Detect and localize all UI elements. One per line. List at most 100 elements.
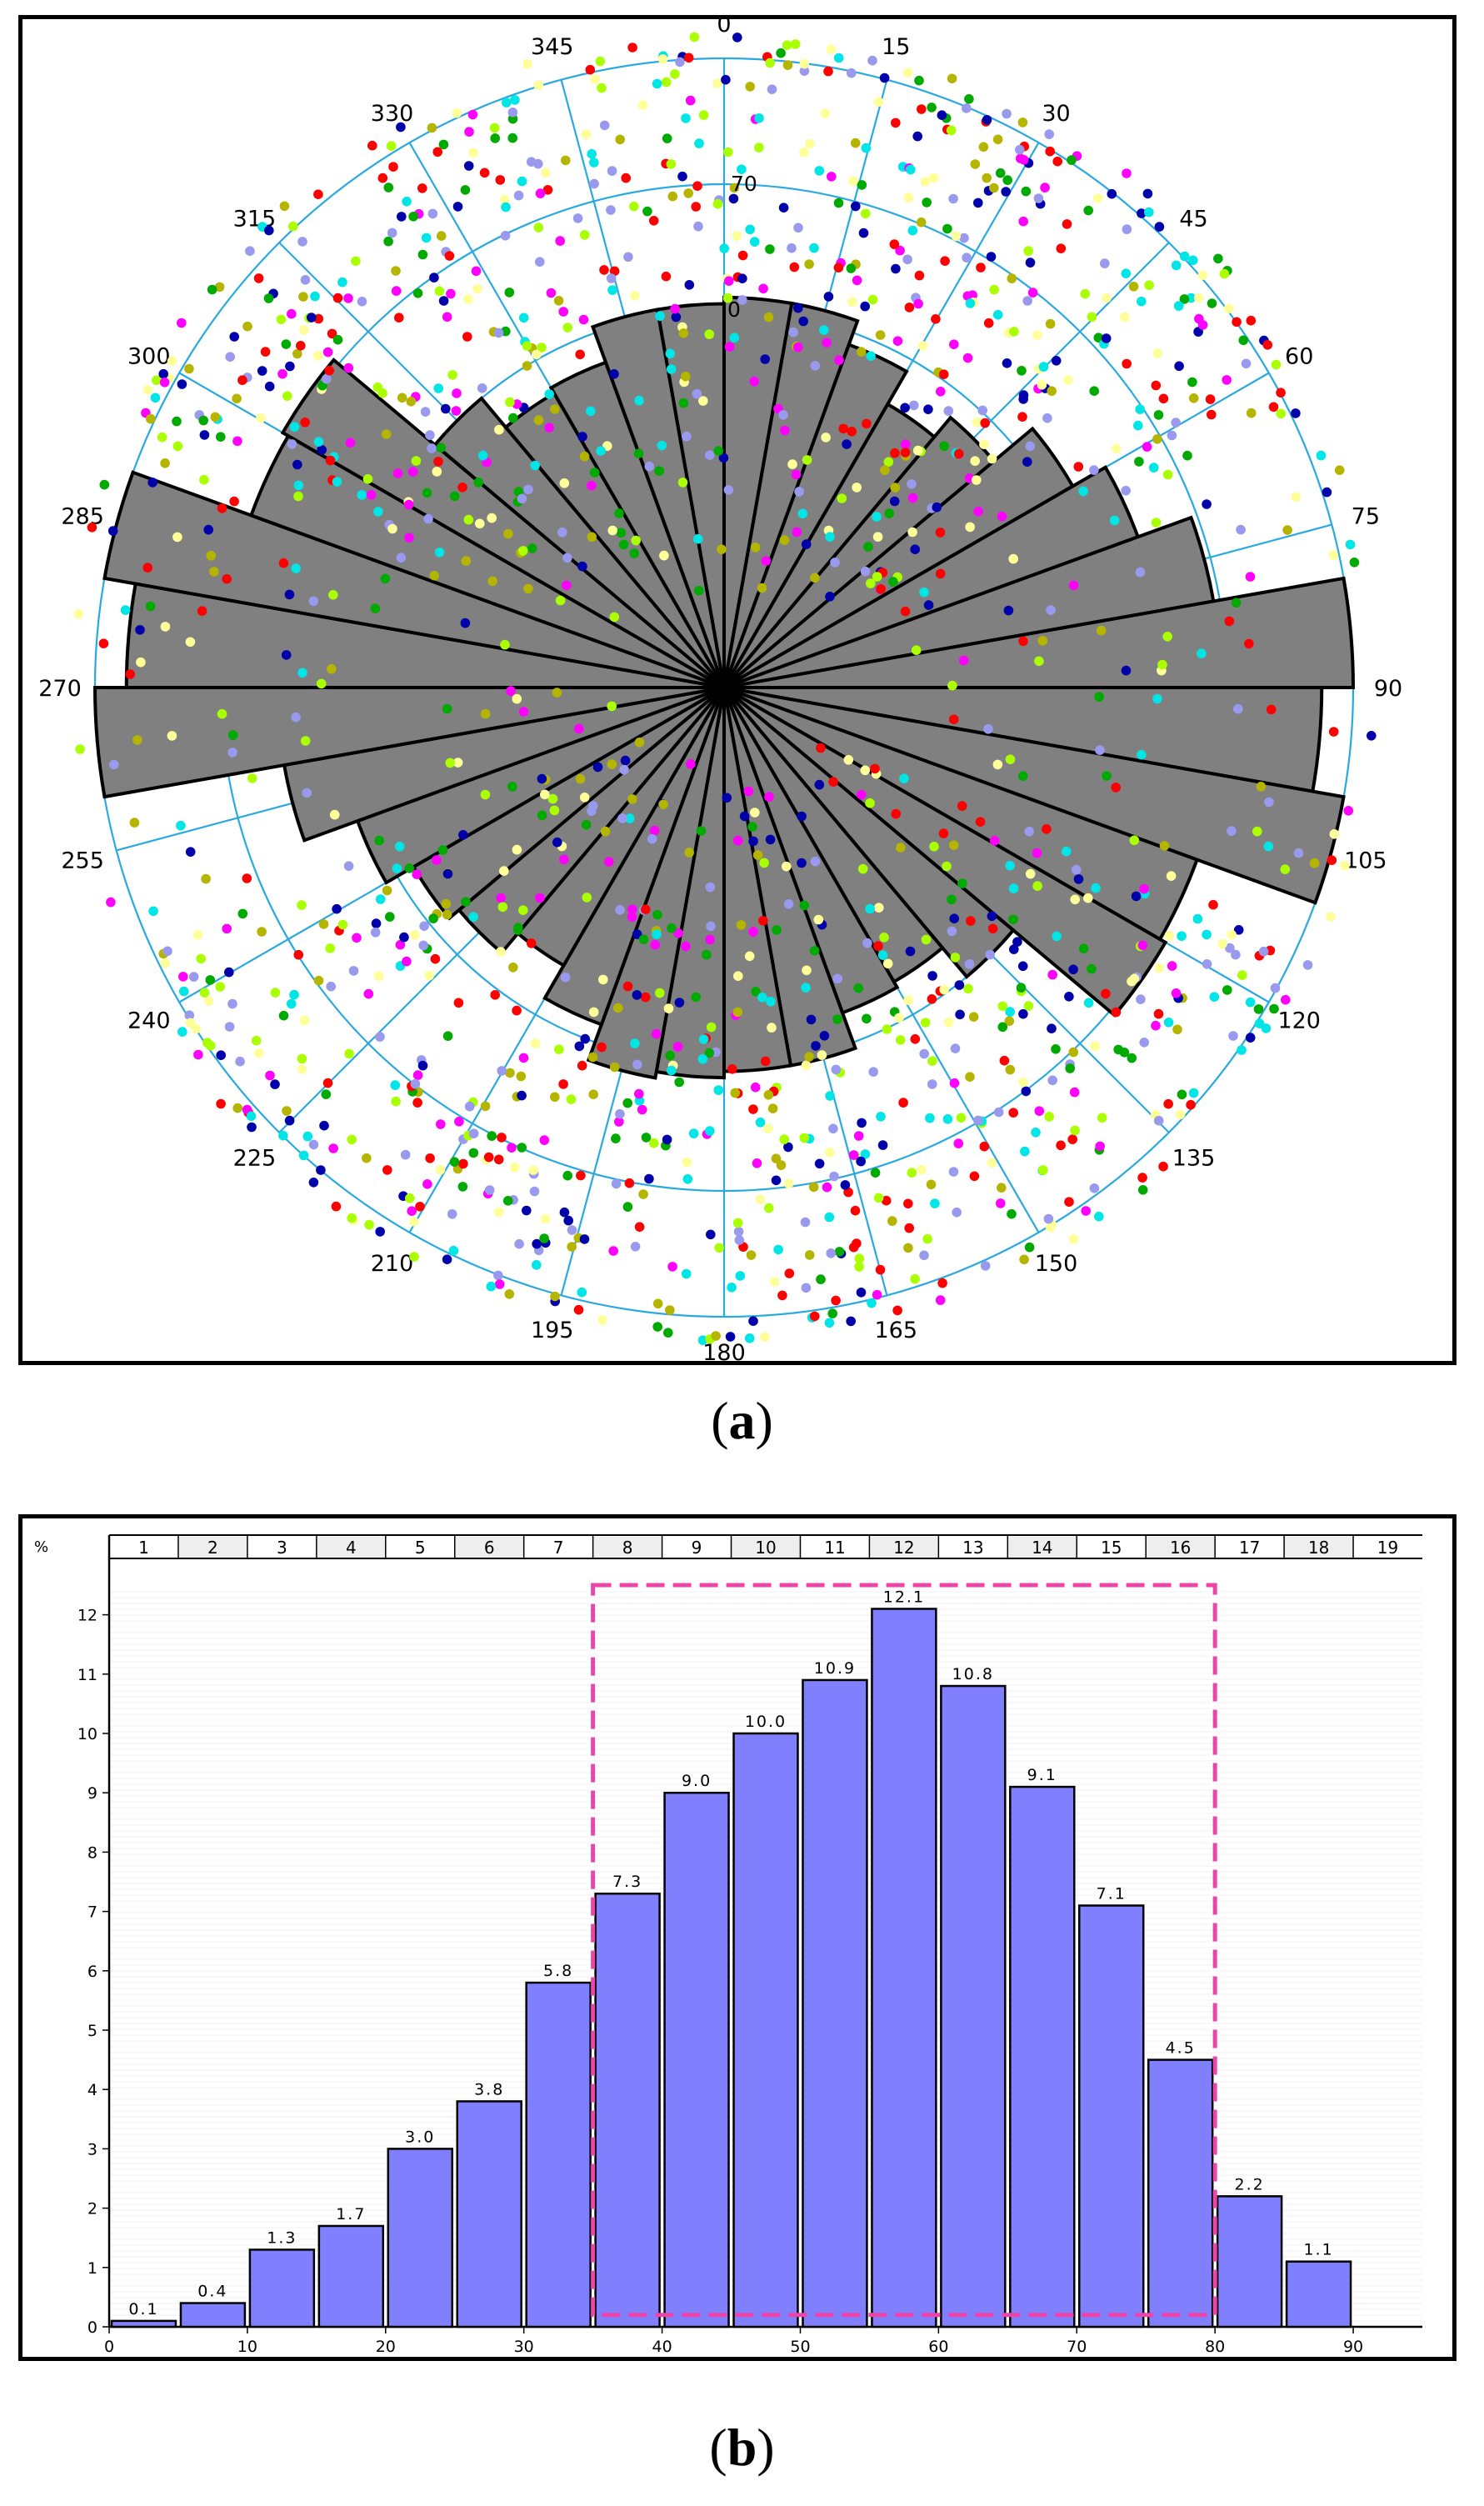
scatter-point	[955, 1009, 965, 1020]
scatter-point	[685, 95, 696, 106]
scatter-point	[563, 1215, 573, 1226]
scatter-point	[374, 835, 385, 846]
scatter-point	[1327, 855, 1337, 865]
scatter-point	[663, 1328, 673, 1338]
scatter-point	[797, 508, 808, 519]
category-label: 4	[346, 1538, 357, 1558]
scatter-point	[793, 223, 803, 233]
scatter-point	[904, 1223, 914, 1233]
scatter-point	[856, 789, 867, 800]
scatter-point	[677, 478, 688, 488]
scatter-point	[522, 1205, 532, 1216]
scatter-point	[367, 140, 377, 151]
scatter-point	[289, 989, 299, 1000]
scatter-point	[604, 857, 614, 867]
scatter-point	[797, 811, 807, 822]
scatter-point	[489, 123, 500, 133]
scatter-point	[718, 453, 729, 463]
scatter-point	[1244, 638, 1254, 649]
scatter-point	[1129, 835, 1140, 846]
scatter-point	[782, 40, 792, 50]
scatter-point	[1017, 366, 1027, 376]
scatter-point	[789, 262, 800, 273]
scatter-point	[421, 233, 432, 243]
scatter-point	[1032, 881, 1042, 891]
scatter-point	[512, 1005, 522, 1016]
scatter-point	[523, 583, 533, 594]
scatter-point	[1245, 1033, 1256, 1043]
scatter-point	[804, 1052, 814, 1062]
scatter-point	[232, 393, 242, 404]
scatter-point	[765, 244, 775, 254]
scatter-point	[662, 133, 672, 143]
histogram-bar	[387, 2148, 453, 2328]
scatter-point	[1163, 1098, 1173, 1109]
scatter-point	[754, 113, 764, 123]
scatter-point	[364, 1219, 374, 1230]
scatter-point	[292, 348, 302, 359]
scatter-point	[987, 1158, 997, 1168]
scatter-point	[507, 782, 517, 792]
scatter-point	[1207, 298, 1217, 308]
scatter-point	[1268, 402, 1279, 413]
scatter-point	[838, 423, 848, 434]
scatter-point	[1017, 118, 1028, 128]
histogram-bar	[110, 2319, 177, 2328]
scatter-point	[1008, 553, 1018, 564]
scatter-point	[513, 190, 524, 201]
scatter-point	[297, 668, 307, 678]
scatter-point	[1121, 486, 1131, 496]
scatter-point	[1328, 550, 1339, 560]
scatter-point	[257, 366, 267, 376]
scatter-point	[623, 252, 633, 263]
scatter-point	[957, 878, 967, 888]
y-tick-label: 12	[77, 1607, 97, 1625]
scatter-point	[801, 539, 812, 549]
scatter-point	[889, 239, 900, 249]
scatter-point	[1152, 434, 1162, 444]
histogram-bar	[525, 1981, 592, 2328]
scatter-point	[927, 1079, 937, 1089]
scatter-point	[760, 1332, 770, 1343]
scatter-point	[965, 1072, 975, 1082]
scatter-point	[380, 573, 391, 584]
scatter-point	[510, 95, 520, 105]
scatter-point	[1093, 333, 1104, 343]
scatter-point	[947, 894, 957, 905]
scatter-point	[1291, 408, 1301, 418]
scatter-point	[467, 109, 478, 120]
scatter-point	[578, 314, 589, 325]
angle-label: 15	[882, 34, 910, 60]
scatter-point	[773, 1244, 783, 1255]
scatter-point	[1343, 806, 1354, 816]
scatter-point	[599, 120, 610, 131]
scatter-point	[1256, 782, 1267, 792]
scatter-point	[1137, 940, 1148, 951]
angle-label: 270	[38, 676, 82, 702]
scatter-point	[689, 32, 700, 43]
scatter-point	[299, 1015, 310, 1026]
scatter-point	[422, 488, 432, 498]
scatter-point	[1205, 394, 1216, 404]
scatter-point	[1002, 358, 1012, 368]
scatter-point	[1158, 1161, 1168, 1172]
scatter-point	[178, 986, 189, 997]
scatter-point	[394, 313, 404, 323]
scatter-point	[779, 535, 790, 545]
scatter-point	[622, 1098, 632, 1108]
scatter-point	[1131, 891, 1142, 902]
scatter-point	[858, 228, 869, 238]
angle-label: 60	[1285, 344, 1313, 370]
scatter-point	[402, 956, 412, 967]
scatter-point	[313, 975, 324, 986]
scatter-point	[759, 858, 769, 868]
scatter-point	[407, 1206, 417, 1216]
scatter-point	[724, 276, 734, 287]
scatter-point	[662, 1134, 672, 1145]
scatter-point	[809, 1311, 820, 1322]
scatter-point	[927, 103, 937, 113]
scatter-point	[1340, 860, 1350, 871]
scatter-point	[388, 162, 398, 172]
scatter-point	[1245, 997, 1256, 1008]
y-tick-label: 10	[77, 1725, 97, 1743]
